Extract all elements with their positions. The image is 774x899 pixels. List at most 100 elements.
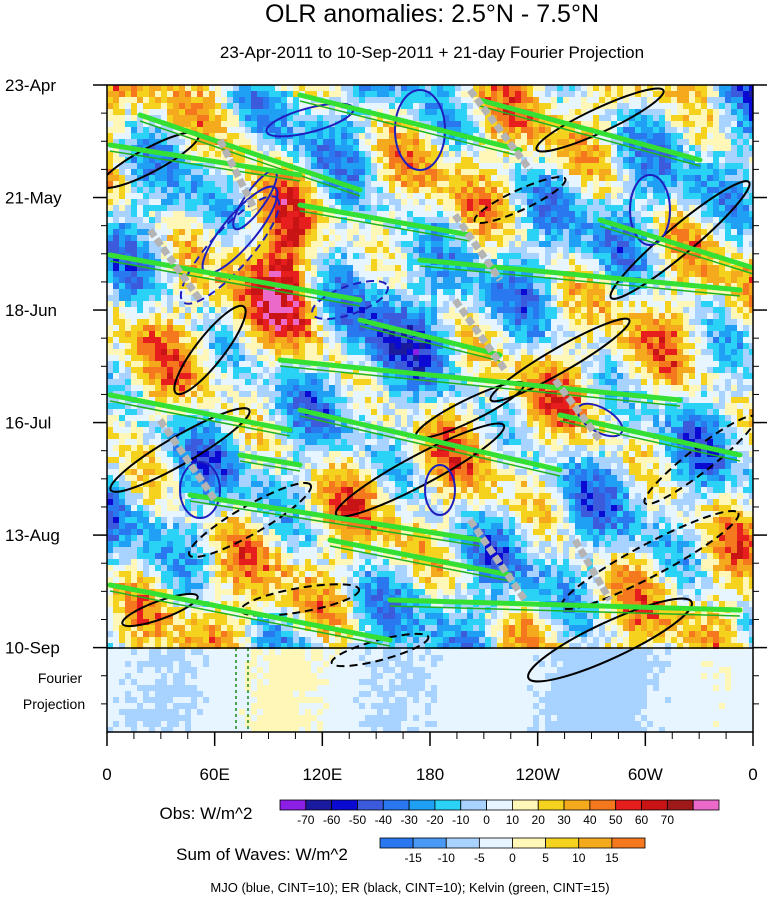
olr-cell (431, 193, 438, 200)
olr-cell (281, 121, 288, 128)
olr-cell (341, 205, 348, 212)
olr-cell (113, 289, 120, 296)
olr-cell (461, 325, 468, 332)
olr-cell (569, 109, 576, 116)
olr-cell (371, 175, 378, 182)
olr-cell (149, 253, 156, 260)
olr-cell (467, 205, 474, 212)
olr-cell (509, 337, 516, 344)
olr-cell (725, 343, 732, 350)
olr-cell (359, 127, 366, 134)
olr-cell (545, 205, 552, 212)
olr-cell (251, 109, 258, 116)
olr-cell (641, 235, 648, 242)
olr-cell (221, 205, 228, 212)
olr-cell (593, 193, 600, 200)
olr-cell (371, 337, 378, 344)
olr-cell (185, 307, 192, 314)
olr-cell (581, 139, 588, 146)
olr-cell (467, 349, 474, 356)
olr-cell (533, 121, 540, 128)
olr-cell (143, 97, 150, 104)
olr-cell (611, 289, 618, 296)
olr-cell (263, 121, 270, 128)
olr-cell (725, 355, 732, 362)
olr-cell (347, 97, 354, 104)
olr-cell (239, 259, 246, 266)
olr-cell (449, 247, 456, 254)
olr-cell (737, 133, 744, 140)
olr-cell (263, 163, 270, 170)
olr-cell (449, 199, 456, 206)
olr-cell (323, 349, 330, 356)
olr-cell (149, 217, 156, 224)
olr-cell (659, 157, 666, 164)
olr-cell (713, 151, 720, 158)
olr-cell (161, 97, 168, 104)
olr-cell (413, 253, 420, 260)
olr-cell (239, 211, 246, 218)
olr-cell (341, 331, 348, 338)
olr-cell (557, 103, 564, 110)
olr-cell (269, 139, 276, 146)
olr-cell (329, 193, 336, 200)
olr-cell (419, 295, 426, 302)
olr-cell (209, 313, 216, 320)
olr-cell (323, 103, 330, 110)
olr-cell (617, 313, 624, 320)
olr-cell (347, 355, 354, 362)
olr-cell (167, 331, 174, 338)
olr-cell (671, 247, 678, 254)
olr-cell (671, 139, 678, 146)
olr-cell (113, 103, 120, 110)
olr-cell (521, 91, 528, 98)
olr-cell (593, 175, 600, 182)
olr-cell (713, 343, 720, 350)
olr-cell (623, 187, 630, 194)
olr-cell (131, 133, 138, 140)
olr-cell (269, 301, 276, 308)
olr-cell (629, 235, 636, 242)
olr-cell (641, 175, 648, 182)
olr-cell (659, 355, 666, 362)
olr-cell (395, 313, 402, 320)
olr-cell (641, 85, 648, 92)
olr-cell (635, 127, 642, 134)
olr-cell (695, 91, 702, 98)
olr-cell (497, 247, 504, 254)
olr-cell (551, 259, 558, 266)
olr-cell (683, 355, 690, 362)
olr-cell (719, 109, 726, 116)
olr-cell (629, 169, 636, 176)
olr-cell (383, 301, 390, 308)
olr-cell (323, 109, 330, 116)
olr-cell (431, 301, 438, 308)
olr-cell (599, 295, 606, 302)
olr-cell (125, 187, 132, 194)
olr-cell (395, 235, 402, 242)
olr-cell (611, 121, 618, 128)
olr-cell (353, 205, 360, 212)
olr-cell (137, 283, 144, 290)
olr-cell (539, 157, 546, 164)
olr-cell (143, 307, 150, 314)
olr-cell (665, 169, 672, 176)
olr-cell (143, 349, 150, 356)
olr-cell (611, 349, 618, 356)
olr-cell (203, 169, 210, 176)
olr-cell (635, 319, 642, 326)
olr-cell (197, 127, 204, 134)
olr-cell (221, 313, 228, 320)
olr-cell (179, 259, 186, 266)
olr-cell (431, 199, 438, 206)
olr-cell (479, 355, 486, 362)
olr-cell (209, 283, 216, 290)
olr-cell (587, 331, 594, 338)
olr-cell (437, 349, 444, 356)
olr-cell (521, 289, 528, 296)
olr-cell (503, 175, 510, 182)
olr-cell (647, 331, 654, 338)
olr-cell (191, 145, 198, 152)
olr-cell (473, 181, 480, 188)
olr-cell (359, 337, 366, 344)
